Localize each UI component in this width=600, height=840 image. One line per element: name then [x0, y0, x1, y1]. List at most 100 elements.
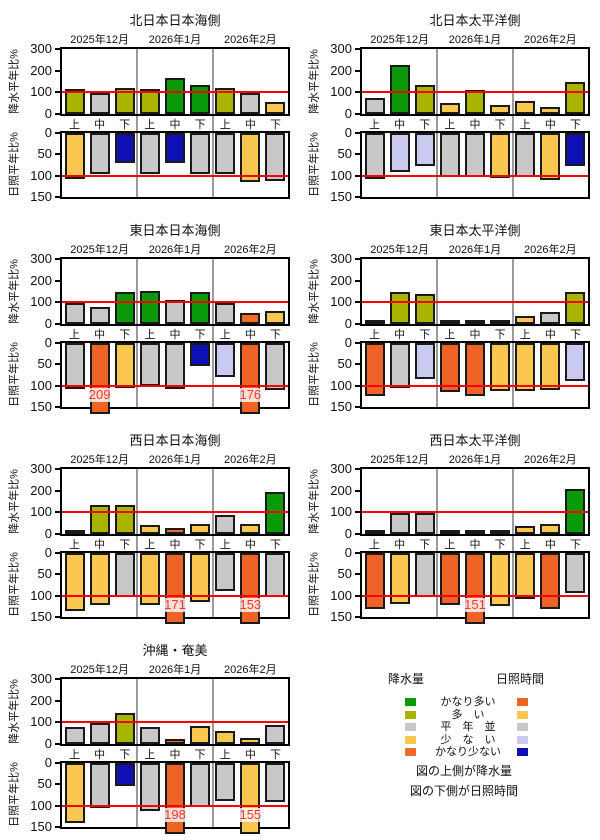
sunshine-bar: [139, 553, 160, 605]
y-tick-label: 200: [330, 62, 352, 78]
legend-precip-swatch: [405, 723, 416, 731]
sunshine-bar: [515, 133, 536, 177]
precip-bar: [490, 320, 511, 324]
sunshine-bar: [265, 553, 286, 597]
precip-bar: [240, 524, 261, 534]
precip-bar: [515, 526, 536, 534]
sunshine-bar: [64, 763, 85, 824]
sunshine-bar: [89, 343, 110, 414]
precip-bar: [215, 514, 236, 534]
precip-bar: [565, 488, 586, 534]
overflow-value-label: 155: [237, 807, 264, 822]
precip-bar: [89, 504, 110, 534]
precip-bar: [240, 93, 261, 114]
y-tick-label: 0: [344, 545, 352, 560]
precip-bar: [565, 291, 586, 324]
precip-bar: [64, 303, 85, 324]
precip-bar: [114, 88, 135, 114]
y-tick-mark: [355, 196, 360, 198]
legend-note-precipitation: 図の上側が降水量: [415, 764, 512, 778]
sunshine-bar: [490, 553, 511, 606]
y-tick-mark: [355, 132, 360, 134]
x-period-label: 上: [519, 329, 531, 341]
x-period-label: 下: [119, 749, 131, 761]
y-tick-mark: [355, 113, 360, 115]
sunshine-bar: [490, 133, 511, 179]
sunshine-bar: [565, 343, 586, 381]
y-tick-label: 0: [344, 335, 352, 350]
x-period-label: 中: [244, 329, 256, 341]
sunshine-bar: [165, 343, 185, 389]
precip-bar: [265, 310, 286, 324]
y-tick-mark: [55, 678, 60, 680]
sunshine-bar: [540, 553, 561, 610]
chart-west-japan-sea-side: 西日本日本海側 2025年12月 2026年1月 2026年2月 0 100 200 300 上…: [0, 420, 300, 630]
y-tick-label: 100: [30, 377, 52, 393]
y-tick-label: 100: [30, 714, 52, 730]
x-period-label: 上: [369, 329, 381, 341]
normal-100-line: [362, 511, 588, 514]
precip-bar: [165, 78, 185, 114]
overflow-value-label: 198: [162, 807, 188, 822]
normal-100-line: [62, 594, 288, 597]
y-tick-mark: [355, 552, 360, 554]
x-period-label: 上: [69, 119, 81, 131]
y-tick-label: 300: [30, 461, 52, 476]
sunshine-bar: [515, 553, 536, 600]
precip-bar: [240, 313, 261, 324]
x-period-label: 中: [94, 119, 106, 131]
y-tick-label: 300: [330, 41, 352, 56]
sunshine-bar: [465, 133, 485, 177]
precip-bar: [139, 524, 160, 534]
legend: 降水量 日照時間 かなり多い多 い平 年 並少 な いかなり少ない 図の上側が降…: [300, 630, 600, 840]
y-tick-mark: [355, 468, 360, 470]
y-tick-mark: [355, 153, 360, 156]
y-tick-label: 50: [337, 566, 352, 582]
y-tick-mark: [355, 323, 360, 325]
y-tick-mark: [355, 533, 360, 535]
legend-sunshine-swatch: [517, 698, 528, 706]
y-tick-label: 100: [330, 84, 352, 100]
precip-bar: [190, 523, 211, 534]
y-tick-label: 200: [330, 482, 352, 498]
y-tick-label: 0: [344, 316, 352, 331]
y-tick-label: 50: [37, 776, 52, 792]
y-tick-label: 0: [44, 125, 52, 140]
precip-bar: [565, 81, 586, 114]
y-tick-mark: [355, 91, 360, 94]
precip-bar: [364, 98, 385, 114]
sunshine-bar: [465, 343, 485, 397]
y-tick-label: 200: [30, 272, 52, 288]
sunshine-bar: [240, 553, 261, 624]
y-tick-mark: [355, 69, 360, 72]
x-period-label: 下: [269, 329, 281, 341]
x-period-label: 上: [369, 539, 381, 551]
x-period-label: 中: [169, 119, 181, 131]
y-tick-label: 0: [44, 106, 52, 121]
normal-100-line: [62, 301, 288, 304]
precip-bar: [414, 84, 435, 114]
sunshine-bar: [439, 553, 460, 606]
month-divider: [211, 677, 214, 827]
sunshine-bar: [439, 133, 460, 177]
sunshine-bar: [114, 763, 135, 787]
sunshine-bar: [364, 133, 385, 179]
y-tick-mark: [355, 258, 360, 260]
precip-bar: [139, 291, 160, 324]
x-period-label: 中: [94, 539, 106, 551]
x-period-label: 上: [219, 539, 231, 551]
legend-category-label: 少 な い: [440, 733, 496, 746]
month-label: 2026年1月: [448, 34, 502, 46]
y-tick-label: 0: [44, 736, 52, 751]
y-tick-label: 0: [344, 526, 352, 541]
precip-bar: [215, 731, 236, 744]
precip-bar: [215, 88, 236, 114]
precip-bar: [64, 727, 85, 744]
y-tick-mark: [55, 384, 60, 387]
precip-bar: [190, 291, 211, 324]
y-tick-mark: [55, 301, 60, 304]
sunshine-bar: [114, 553, 135, 597]
y-tick-label: 50: [37, 566, 52, 582]
x-period-label: 下: [119, 329, 131, 341]
y-tick-mark: [355, 301, 360, 304]
